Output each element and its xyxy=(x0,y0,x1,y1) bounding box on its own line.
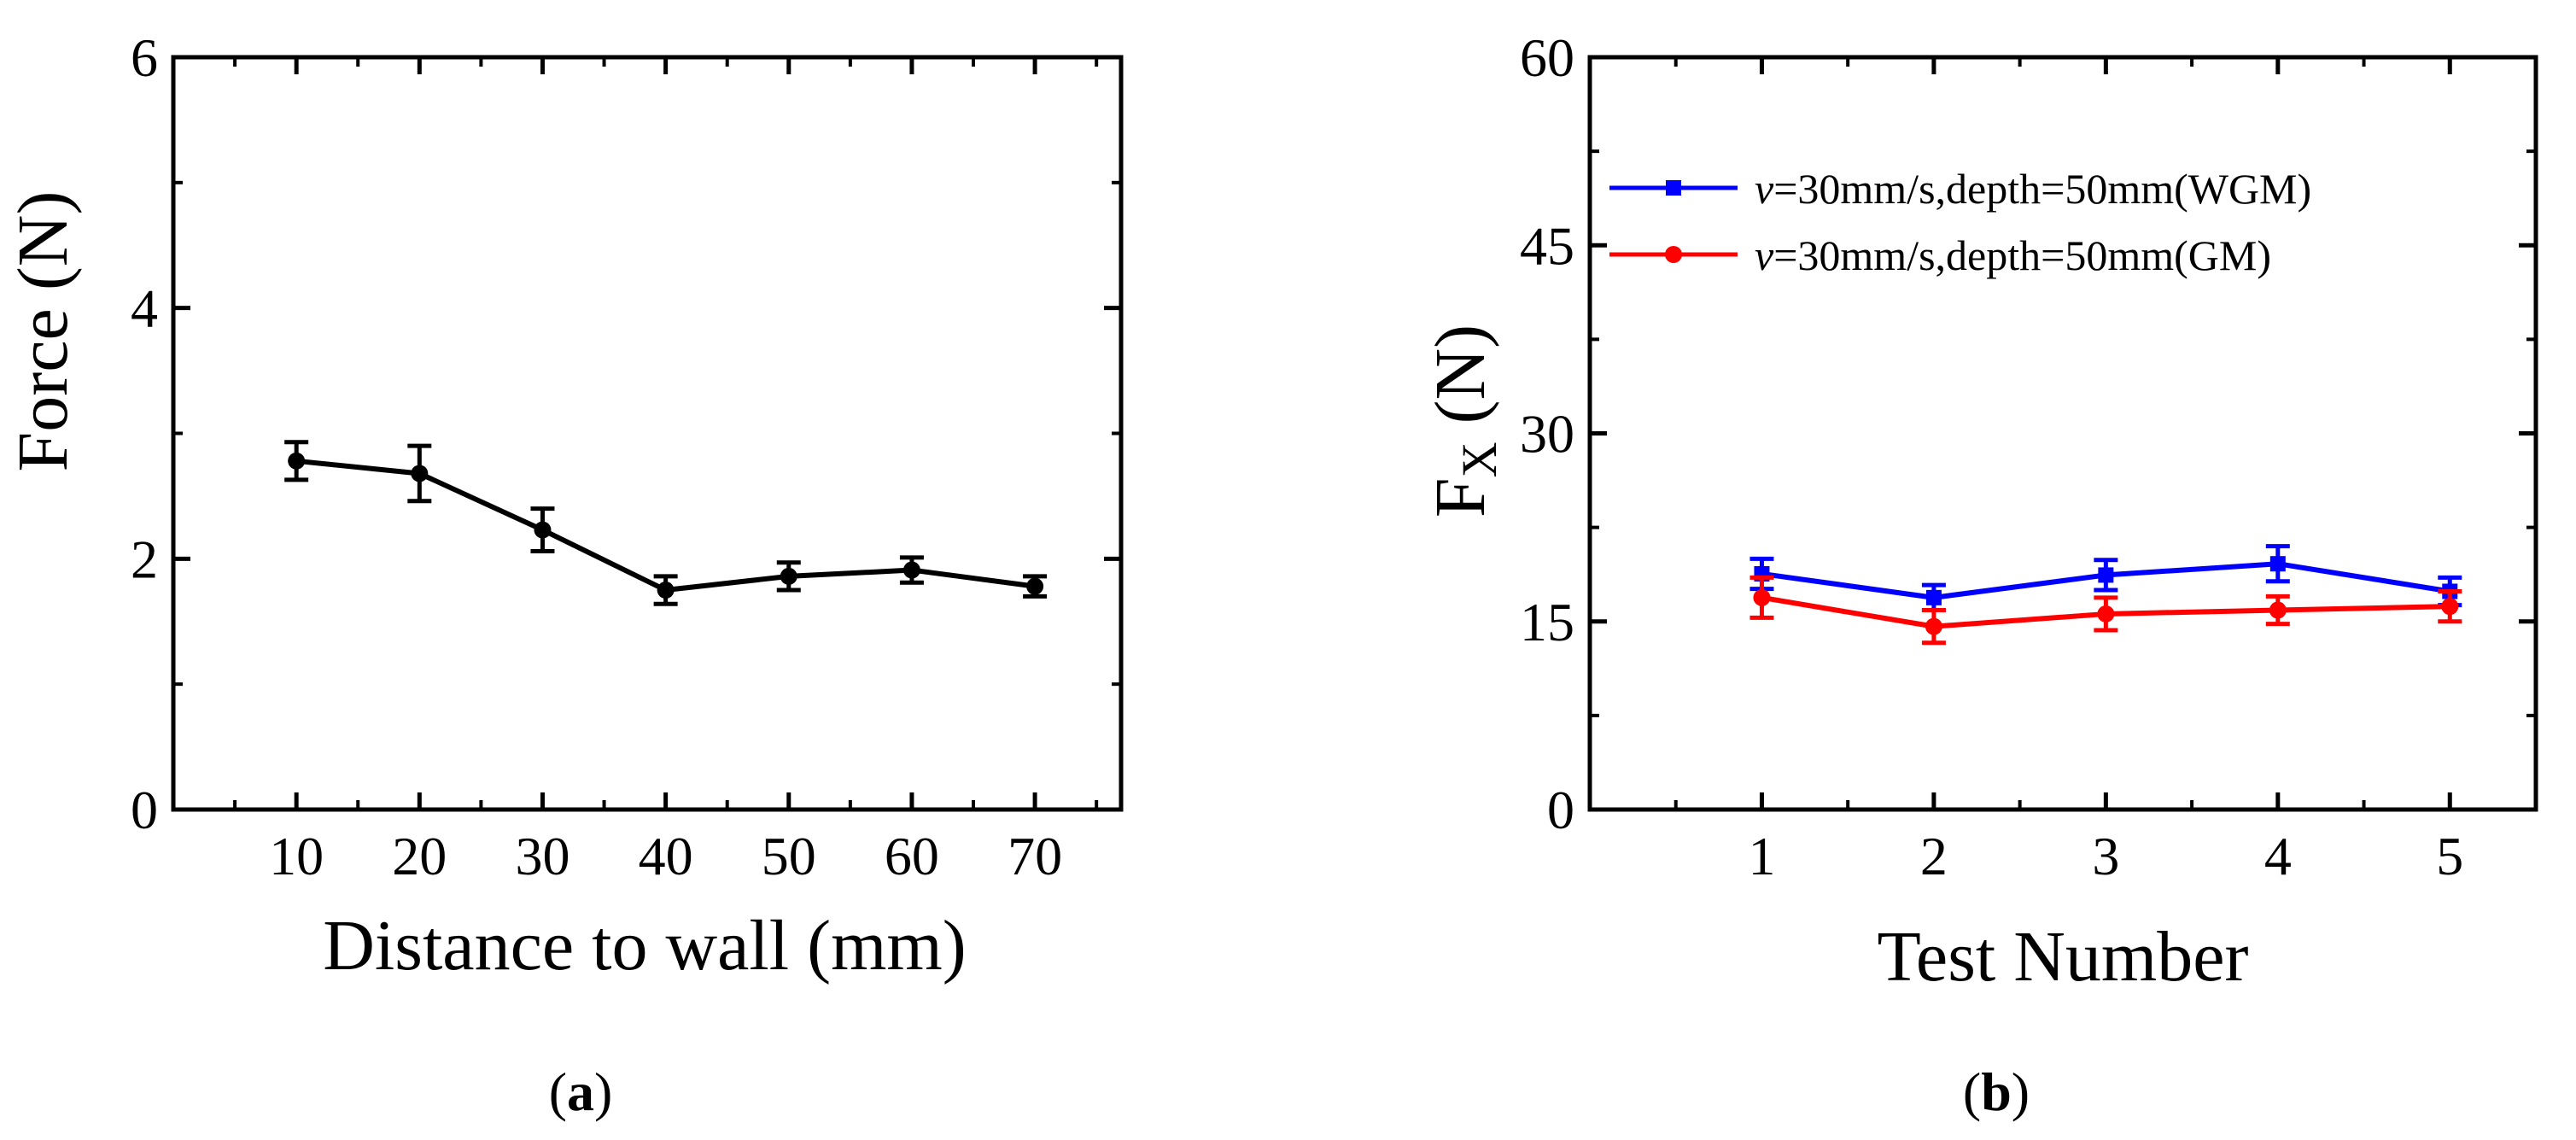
y-axis-title-unit: (N) xyxy=(1421,324,1500,442)
x-axis-title-a: Distance to wall (mm) xyxy=(323,906,966,985)
data-point xyxy=(657,582,675,599)
data-point xyxy=(411,465,429,482)
panel-label-a: (a) xyxy=(549,1061,613,1122)
data-point xyxy=(2269,601,2287,619)
plot-area-a: 0 2 4 6 10 20 30 40 50 60 70 xyxy=(131,27,1124,886)
y-tick-label: 15 xyxy=(1520,592,1574,652)
data-point xyxy=(1026,577,1044,595)
legend-label-gm: v=30mm/s,depth=50mm(GM) xyxy=(1755,231,2271,279)
series-line-0-0 xyxy=(295,458,1036,593)
plot-frame xyxy=(171,55,1124,812)
legend-entry-gm: v=30mm/s,depth=50mm(GM) xyxy=(1609,231,2271,279)
x-tick-label: 4 xyxy=(2264,826,2292,886)
y-tick-label: 30 xyxy=(1520,404,1574,465)
x-tick-label: 2 xyxy=(1920,826,1948,886)
chart-panel-a: 0 2 4 6 10 20 30 40 50 60 70 Force (N) Distance to… xyxy=(3,27,1124,1122)
y-tick-label: 0 xyxy=(131,780,158,840)
data-point xyxy=(1753,588,1771,606)
data-point xyxy=(534,521,552,539)
y-axis-title-a: Force (N) xyxy=(3,191,83,472)
y-tick-label: 60 xyxy=(1520,27,1574,88)
data-point xyxy=(780,567,797,585)
x-tick-label: 20 xyxy=(392,826,447,886)
y-axis-title-sub: X xyxy=(1452,442,1507,478)
x-tick-label: 10 xyxy=(269,826,324,886)
data-point xyxy=(2097,605,2115,623)
x-tick-label: 30 xyxy=(515,826,570,886)
data-point xyxy=(2098,567,2114,583)
y-tick-label: 6 xyxy=(131,27,158,88)
legend-label-wgm: v=30mm/s,depth=50mm(WGM) xyxy=(1755,165,2311,213)
y-tick-label: 0 xyxy=(1547,780,1574,840)
legend-marker-gm xyxy=(1665,246,1682,263)
y-tick-label: 45 xyxy=(1520,215,1574,276)
x-tick-label: 3 xyxy=(2092,826,2119,886)
legend-entry-wgm: v=30mm/s,depth=50mm(WGM) xyxy=(1609,165,2311,213)
x-tick-label: 70 xyxy=(1008,826,1062,886)
x-axis-title-b: Test Number xyxy=(1877,917,2248,997)
x-tick-label: 40 xyxy=(639,826,693,886)
x-tick-label: 1 xyxy=(1748,826,1775,886)
data-point xyxy=(1925,617,1942,635)
legend-b: v=30mm/s,depth=50mm(WGM) v=30mm/s,depth=… xyxy=(1609,165,2311,279)
y-tick-label: 4 xyxy=(131,278,158,339)
data-point xyxy=(2441,598,2459,616)
x-tick-label: 50 xyxy=(762,826,816,886)
y-axis-title-b: FX (N) xyxy=(1421,324,1507,517)
panel-label-b: (b) xyxy=(1963,1061,2030,1122)
data-point xyxy=(902,561,920,579)
x-tick-label: 60 xyxy=(885,826,939,886)
y-tick-label: 2 xyxy=(131,529,158,589)
data-point xyxy=(1925,589,1942,605)
legend-marker-wgm xyxy=(1666,180,1681,196)
data-point xyxy=(288,452,306,470)
x-tick-label: 5 xyxy=(2436,826,2463,886)
y-axis-title-main: F xyxy=(1421,477,1500,517)
data-point xyxy=(2269,556,2286,572)
